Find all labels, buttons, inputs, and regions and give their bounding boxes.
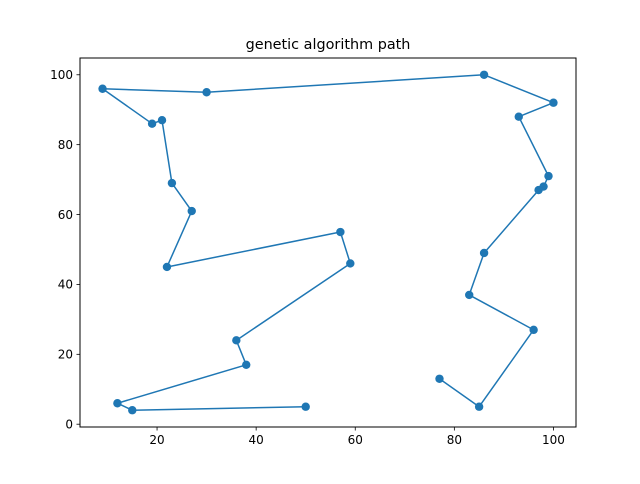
x-tick-label: 20 <box>149 433 164 447</box>
data-point <box>242 360 251 370</box>
y-tick-label: 60 <box>58 208 73 222</box>
data-point <box>128 406 137 415</box>
data-point <box>98 84 107 93</box>
data-point <box>301 402 310 411</box>
data-point <box>544 171 553 181</box>
x-tick-label: 100 <box>542 433 565 447</box>
data-point <box>232 336 241 345</box>
y-tick-label: 80 <box>58 138 73 152</box>
data-point <box>113 399 122 408</box>
data-point <box>479 70 489 79</box>
data-point <box>167 178 177 188</box>
axis-ticks: 20 40 60 80 100 0 20 40 60 80 100 <box>50 68 565 447</box>
data-point <box>187 206 196 216</box>
data-point <box>465 290 474 300</box>
data-point <box>529 325 538 335</box>
x-tick-label: 60 <box>348 433 363 447</box>
plot-frame <box>79 57 577 428</box>
data-point <box>514 112 523 121</box>
y-tick-label: 100 <box>50 68 73 82</box>
data-point <box>474 402 484 411</box>
y-tick-label: 0 <box>65 418 73 432</box>
series-layer <box>98 70 558 415</box>
x-tick-label: 40 <box>249 433 264 447</box>
y-tick-label: 40 <box>58 278 73 292</box>
data-point <box>147 119 157 128</box>
data-point <box>346 259 355 268</box>
series-line <box>101 74 555 411</box>
data-point <box>157 115 167 125</box>
data-point <box>435 374 444 383</box>
x-tick-label: 80 <box>447 433 462 447</box>
data-point <box>549 98 558 107</box>
y-tick-label: 20 <box>58 348 73 362</box>
data-point <box>162 262 172 272</box>
data-point <box>336 227 345 237</box>
data-point <box>534 185 543 195</box>
data-point <box>202 88 211 97</box>
data-point <box>479 248 489 258</box>
chart-title: genetic algorithm path <box>246 37 411 53</box>
